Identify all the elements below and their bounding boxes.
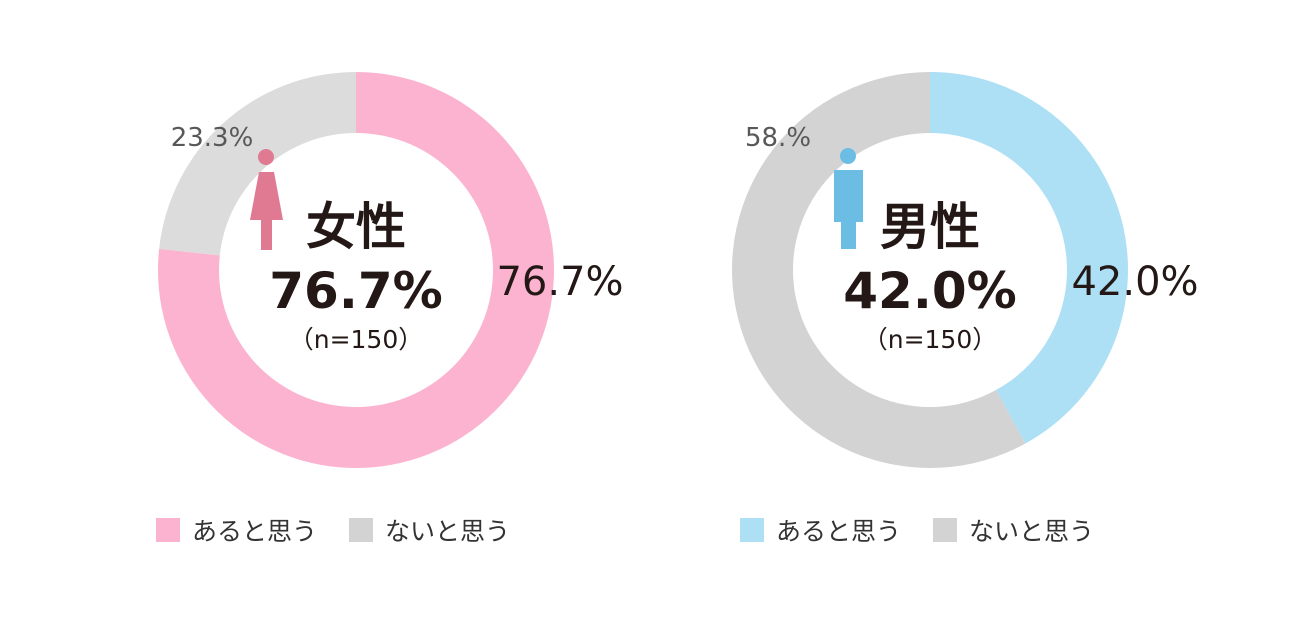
legend-item-male-no: ないと思う bbox=[933, 512, 1094, 548]
legend-item-female-yes: あると思う bbox=[156, 512, 317, 548]
legend-swatch bbox=[156, 518, 180, 542]
legend-item-male-yes: あると思う bbox=[740, 512, 901, 548]
donut-slice-male-yes bbox=[930, 72, 1128, 444]
male-icon bbox=[834, 148, 863, 249]
female-icon bbox=[250, 149, 283, 250]
chart-male: 男性 42.0% （n=150） 42.0% 58.% bbox=[732, 72, 1199, 468]
center-value-female: 76.7% bbox=[269, 262, 442, 320]
legend-male: あると思う ないと思う bbox=[740, 512, 1116, 548]
legend-swatch bbox=[349, 518, 374, 542]
legend-label: あると思う bbox=[192, 517, 318, 546]
donut-slices-male bbox=[732, 72, 1128, 468]
slice-label-male-yes: 42.0% bbox=[1071, 259, 1198, 305]
slice-label-male-no: 58.% bbox=[745, 123, 811, 153]
donut-slice-female-no bbox=[159, 71, 356, 256]
center-note-female: （n=150） bbox=[289, 325, 424, 354]
legend-label: ないと思う bbox=[969, 517, 1095, 546]
slice-label-female-yes: 76.7% bbox=[496, 259, 623, 305]
center-title-female: 女性 bbox=[306, 198, 406, 256]
legend-swatch bbox=[740, 518, 764, 542]
donut-slice-male-no bbox=[732, 72, 1026, 468]
center-title-male: 男性 bbox=[880, 198, 980, 256]
slice-label-female-no: 23.3% bbox=[171, 123, 254, 153]
legend-label: あると思う bbox=[776, 517, 902, 546]
donut-slices-female bbox=[157, 71, 554, 468]
chart-female: 女性 76.7% （n=150） 76.7% 23.3% bbox=[157, 71, 624, 468]
legend-female: あると思う ないと思う bbox=[156, 512, 532, 548]
center-note-male: （n=150） bbox=[863, 325, 998, 354]
center-value-male: 42.0% bbox=[843, 262, 1016, 320]
legend-swatch bbox=[933, 518, 958, 542]
legend-label: ないと思う bbox=[385, 517, 511, 546]
legend-item-female-no: ないと思う bbox=[349, 512, 510, 548]
donut-slice-female-yes bbox=[157, 72, 554, 468]
